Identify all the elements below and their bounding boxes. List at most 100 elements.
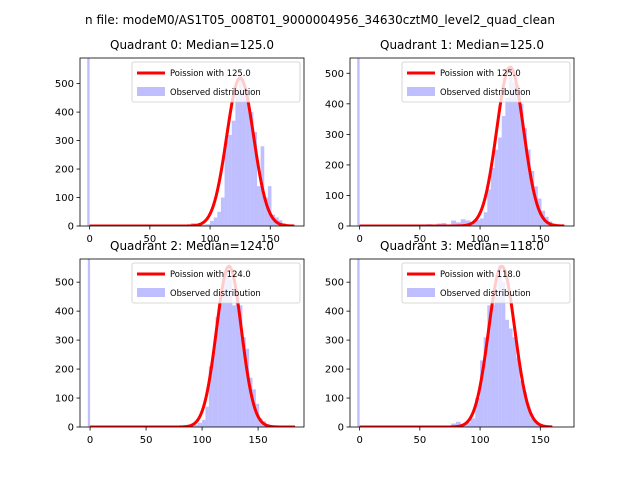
y-tick-label: 500 — [55, 278, 74, 289]
histogram-bar — [235, 290, 240, 427]
figure-suptitle: n file: modeM0/AS1T05_008T01_9000004956_… — [85, 13, 555, 27]
x-tick-label: 150 — [261, 234, 280, 245]
histogram-bar — [232, 305, 236, 427]
histogram-bar — [205, 224, 211, 226]
legend-label: Poission with 125.0 — [170, 68, 251, 78]
legend: Poission with 125.0 Observed distribution — [131, 61, 301, 103]
histogram-bar — [215, 316, 219, 427]
legend-label: Observed distribution — [440, 288, 531, 298]
y-tick-label: 300 — [55, 336, 74, 347]
legend-patch-swatch — [407, 87, 435, 96]
legend: Poission with 118.0 Observed distribution — [401, 262, 571, 304]
histogram-bar — [357, 58, 360, 226]
poisson-curve — [89, 264, 296, 427]
histogram-bar — [465, 422, 471, 427]
histogram-bar — [242, 337, 246, 427]
histogram-bar — [475, 398, 481, 427]
y-tick-label: 200 — [325, 160, 344, 171]
x-tick-label: 50 — [140, 435, 153, 446]
histogram-bar — [523, 128, 528, 226]
y-tick-label: 0 — [68, 423, 74, 434]
histogram-bar — [460, 219, 466, 226]
y-tick-label: 0 — [338, 423, 344, 434]
histogram-bar — [228, 134, 232, 226]
y-tick-label: 500 — [55, 79, 74, 90]
x-tick-label: 100 — [201, 234, 220, 245]
histogram-bar — [508, 76, 513, 226]
y-tick-label: 0 — [338, 222, 344, 233]
histogram-bar — [213, 217, 218, 226]
legend-patch-swatch — [407, 288, 435, 297]
histogram-bar — [498, 137, 502, 226]
histogram-bar — [512, 82, 517, 226]
x-tick-label: 150 — [531, 234, 550, 245]
y-tick-label: 0 — [68, 222, 74, 233]
y-tick-label: 200 — [55, 365, 74, 376]
y-tick-label: 100 — [325, 394, 344, 405]
histogram-bar — [217, 211, 221, 226]
subplot-quadrant-1: 0 50 100 150 0 100 200 300 400 500 Quadrant 1: Med… — [325, 38, 575, 245]
histogram-bar — [208, 366, 213, 427]
y-tick-label: 200 — [55, 165, 74, 176]
x-tick-label: 0 — [356, 234, 362, 245]
y-tick-label: 400 — [55, 307, 74, 318]
legend: Poission with 124.0 Observed distribution — [131, 262, 301, 304]
histogram-bar — [441, 222, 447, 226]
x-tick-label: 100 — [471, 435, 490, 446]
histogram-bar — [490, 305, 495, 427]
y-tick-label: 200 — [325, 365, 344, 376]
histogram-bar — [498, 264, 502, 427]
y-tick-label: 300 — [325, 336, 344, 347]
legend-label: Poission with 125.0 — [440, 68, 521, 78]
subplot-quadrant-0: 0 50 100 150 0 100 200 300 400 500 Quadrant 0: Med… — [55, 38, 305, 245]
subplot-title: Quadrant 0: Median=125.0 — [110, 38, 274, 52]
subplot-title: Quadrant 2: Median=124.0 — [110, 239, 274, 253]
histogram-bar — [267, 186, 272, 226]
x-tick-label: 0 — [87, 435, 93, 446]
y-tick-label: 400 — [55, 108, 74, 119]
histogram-bar — [487, 189, 491, 226]
histogram-bar — [357, 259, 360, 427]
x-tick-label: 50 — [413, 435, 426, 446]
histogram-bar — [501, 282, 506, 427]
histogram-bar — [490, 167, 495, 226]
histogram-bar — [210, 220, 214, 226]
histogram-bar — [483, 337, 488, 427]
histogram-bar — [212, 351, 216, 427]
histogram-bar — [451, 423, 456, 427]
histogram-bar — [235, 92, 239, 226]
histogram-bar — [465, 220, 471, 226]
histogram-bar — [505, 97, 509, 226]
histogram-bar — [238, 77, 243, 226]
histogram-bar — [516, 357, 520, 427]
subplot-title: Quadrant 1: Median=125.0 — [380, 38, 544, 52]
histogram-bar — [494, 149, 499, 226]
legend-label: Observed distribution — [170, 288, 261, 298]
histogram-bar — [222, 279, 226, 427]
histogram-bar — [253, 132, 258, 226]
y-tick-label: 100 — [55, 193, 74, 204]
histogram-bar — [501, 116, 506, 226]
histogram-bar — [451, 220, 456, 226]
x-tick-label: 100 — [471, 234, 490, 245]
histogram-bar — [228, 279, 233, 427]
y-tick-label: 300 — [55, 136, 74, 147]
histogram-bar — [494, 296, 499, 427]
axes-frame — [79, 258, 305, 428]
histogram-bar — [87, 58, 90, 226]
histogram-bar — [264, 197, 268, 226]
histogram-bar — [527, 406, 531, 427]
y-tick-label: 400 — [325, 99, 344, 110]
histogram-bar — [87, 259, 91, 427]
y-tick-label: 400 — [325, 307, 344, 318]
x-tick-label: 0 — [356, 435, 362, 446]
legend-patch-swatch — [137, 288, 165, 297]
histogram-bar — [231, 120, 236, 226]
histogram-bar — [249, 377, 253, 427]
subplot-title: Quadrant 3: Median=118.0 — [380, 239, 544, 253]
y-tick-label: 500 — [325, 278, 344, 289]
histogram-bar — [480, 360, 484, 427]
histogram-bar — [225, 270, 229, 427]
histogram-bar — [483, 212, 488, 226]
